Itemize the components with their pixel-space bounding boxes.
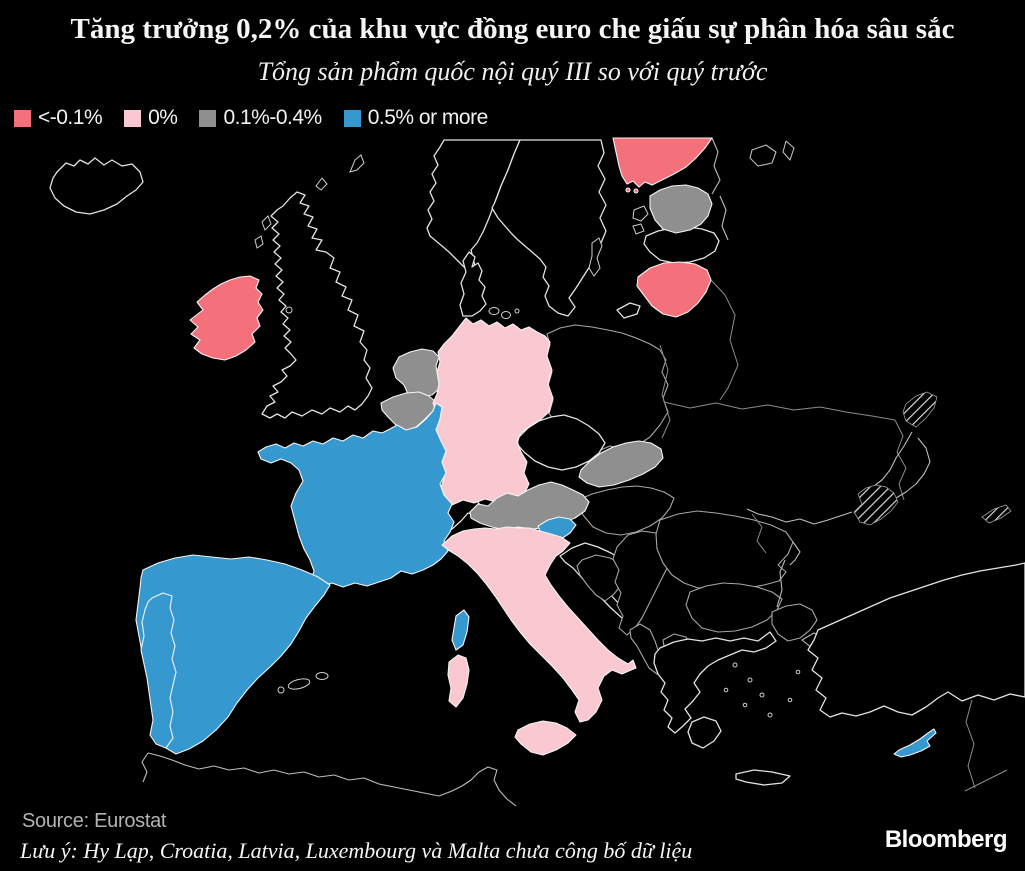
- country-greece: [653, 631, 777, 734]
- gotland-island: [588, 237, 603, 277]
- legend-swatch-zero: [124, 109, 142, 127]
- region-kaliningrad: [616, 302, 641, 319]
- denmark-isle-fyn: [488, 307, 500, 315]
- country-lithuania: [636, 261, 712, 318]
- greece-peloponnese: [687, 716, 722, 749]
- country-czechia: [516, 414, 606, 471]
- country-bulgaria: [685, 582, 783, 633]
- north-africa-coastline: [141, 752, 517, 807]
- country-portugal: [140, 592, 177, 749]
- island-sardinia: [447, 654, 470, 708]
- hebrides-islands: [254, 215, 272, 249]
- finland-islets-2: [633, 188, 639, 194]
- bloomberg-logo: Bloomberg: [884, 826, 1008, 853]
- russia-border-lines: [711, 137, 729, 241]
- country-ireland: [189, 275, 264, 361]
- aegean-islands: [723, 662, 801, 718]
- country-finland: [612, 137, 713, 188]
- source-value: Eurostat: [94, 810, 167, 832]
- legend-swatch-negative: [14, 109, 31, 127]
- country-slovakia: [578, 440, 664, 488]
- legend-item-zero: 0%: [124, 106, 178, 130]
- legend-item-negative: <-0.1%: [14, 106, 103, 130]
- footnote: Lưu ý: Hy Lạp, Croatia, Latvia, Luxembou…: [20, 838, 693, 863]
- legend-label-low: 0.1%-0.4%: [223, 106, 322, 129]
- country-romania: [655, 510, 794, 590]
- balearic-islands: [277, 672, 329, 694]
- black-sea-north-coast: [746, 508, 853, 566]
- country-latvia: [643, 226, 720, 264]
- region-east-ukraine-hatched: [902, 391, 938, 428]
- island-sicily: [514, 720, 577, 756]
- country-bosnia: [576, 554, 629, 602]
- denmark-isle-small: [514, 308, 520, 314]
- moldova-border: [751, 513, 767, 554]
- page-title: Tăng trưởng 0,2% của khu vực đồng euro c…: [70, 13, 955, 45]
- country-sweden: [491, 139, 607, 317]
- legend-item-low: 0.1%-0.4%: [199, 106, 322, 130]
- isle-of-man: [285, 306, 293, 314]
- country-italy: [441, 526, 637, 723]
- denmark-isle-zealand: [501, 311, 511, 319]
- country-estonia: [649, 184, 713, 234]
- legend-item-high: 0.5% or more: [343, 106, 489, 130]
- country-denmark: [459, 251, 487, 317]
- greece-crete: [735, 769, 791, 786]
- legend-label-zero: 0%: [148, 106, 178, 129]
- legend: <-0.1% 0% 0.1%-0.4% 0.5% or more: [14, 106, 488, 130]
- turkey-syria-border: [964, 699, 1008, 792]
- country-iceland: [49, 157, 144, 215]
- country-turkey: [807, 562, 1025, 718]
- belarus-ukraine-borders: [659, 279, 907, 501]
- source-line: Source: Eurostat: [22, 810, 166, 833]
- lake-ladoga-outline: [749, 140, 795, 167]
- legend-swatch-high: [343, 109, 361, 127]
- country-united-kingdom: [261, 191, 373, 419]
- source-label: Source:: [22, 810, 89, 832]
- country-france: [257, 402, 455, 588]
- finland-islets: [625, 187, 631, 193]
- country-netherlands: [392, 348, 441, 398]
- page-subtitle: Tổng sản phẩm quốc nội quý III so với qu…: [257, 57, 768, 86]
- region-crimea-hatched: [853, 484, 899, 526]
- legend-label-negative: <-0.1%: [38, 106, 103, 129]
- shetland-islands: [349, 154, 365, 173]
- orkney-islands: [315, 177, 328, 191]
- estonia-islands: [632, 205, 649, 235]
- region-small-east-hatched: [981, 504, 1012, 524]
- sea-of-azov-coast: [776, 431, 931, 608]
- island-corsica: [451, 609, 470, 651]
- country-cyprus: [893, 728, 937, 758]
- turkey-thrace: [771, 603, 818, 642]
- country-hungary: [577, 485, 675, 536]
- legend-swatch-low: [199, 109, 217, 127]
- country-germany: [427, 317, 554, 506]
- legend-label-high: 0.5% or more: [367, 106, 489, 129]
